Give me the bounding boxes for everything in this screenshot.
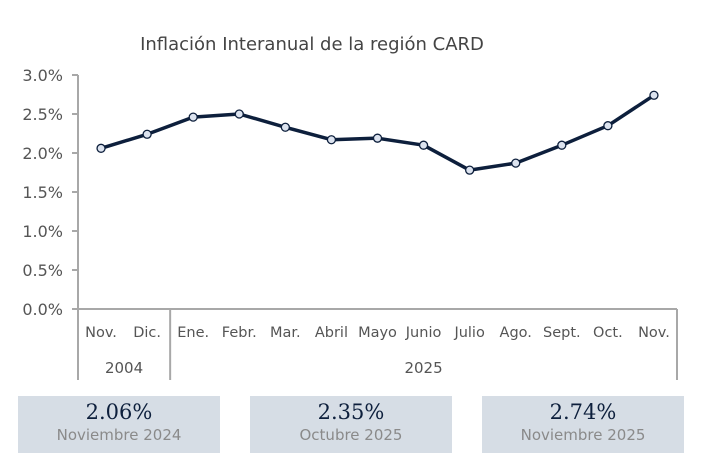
data-point: [603, 121, 613, 131]
summary-value: 2.74%: [549, 400, 617, 424]
x-tick-label: Dic.: [133, 325, 161, 341]
x-tick-label: Sept.: [543, 325, 581, 341]
data-point: [142, 129, 152, 139]
y-tick-label: 2.5%: [22, 105, 63, 124]
summary-value: 2.06%: [85, 400, 153, 424]
summary-card-nov-2024: 2.06% Noviembre 2024: [18, 396, 220, 453]
x-tick-label: Mar.: [270, 325, 301, 341]
y-tick-label: 0.5%: [22, 261, 63, 280]
summary-card-oct-2025: 2.35% Octubre 2025: [250, 396, 452, 453]
x-tick-label: Junio: [405, 325, 442, 341]
data-point: [511, 158, 521, 168]
summary-value: 2.35%: [317, 400, 385, 424]
y-tick-label: 3.0%: [22, 66, 63, 85]
x-tick-label: Febr.: [222, 325, 257, 341]
series-line: [100, 93, 655, 172]
x-tick-label: Oct.: [593, 325, 623, 341]
x-tick-label: Julio: [453, 325, 485, 341]
x-group-label: 2004: [105, 359, 143, 377]
x-tick-label: Nov.: [638, 325, 670, 341]
data-point: [280, 122, 290, 132]
inflation-line-chart: Inflación Interanual de la región CARD 0…: [22, 34, 678, 380]
y-tick-label: 0.0%: [22, 300, 63, 319]
data-point: [326, 135, 337, 145]
chart-title: Inflación Interanual de la región CARD: [140, 34, 484, 55]
summary-card-nov-2025: 2.74% Noviembre 2025: [482, 396, 684, 453]
data-point: [96, 143, 106, 153]
x-tick-label: Ago.: [500, 325, 532, 341]
x-tick-label: Ene.: [177, 325, 209, 341]
summary-label: Noviembre 2024: [56, 426, 182, 444]
x-tick-label: Mayo: [358, 325, 397, 341]
x-tick-label: Abril: [315, 325, 348, 341]
data-point: [372, 133, 383, 143]
x-tick-label: Nov.: [85, 325, 117, 341]
y-tick-label: 2.0%: [22, 144, 63, 163]
summary-label: Noviembre 2025: [520, 426, 646, 444]
data-point: [465, 165, 475, 175]
data-point: [418, 140, 429, 150]
data-point: [649, 90, 659, 100]
data-point: [234, 109, 244, 119]
y-tick-label: 1.5%: [22, 183, 63, 202]
y-tick-label: 1.0%: [22, 222, 63, 241]
x-group-label: 2025: [404, 359, 442, 377]
data-point: [557, 140, 567, 150]
summary-label: Octubre 2025: [299, 426, 403, 444]
data-point: [188, 112, 198, 122]
